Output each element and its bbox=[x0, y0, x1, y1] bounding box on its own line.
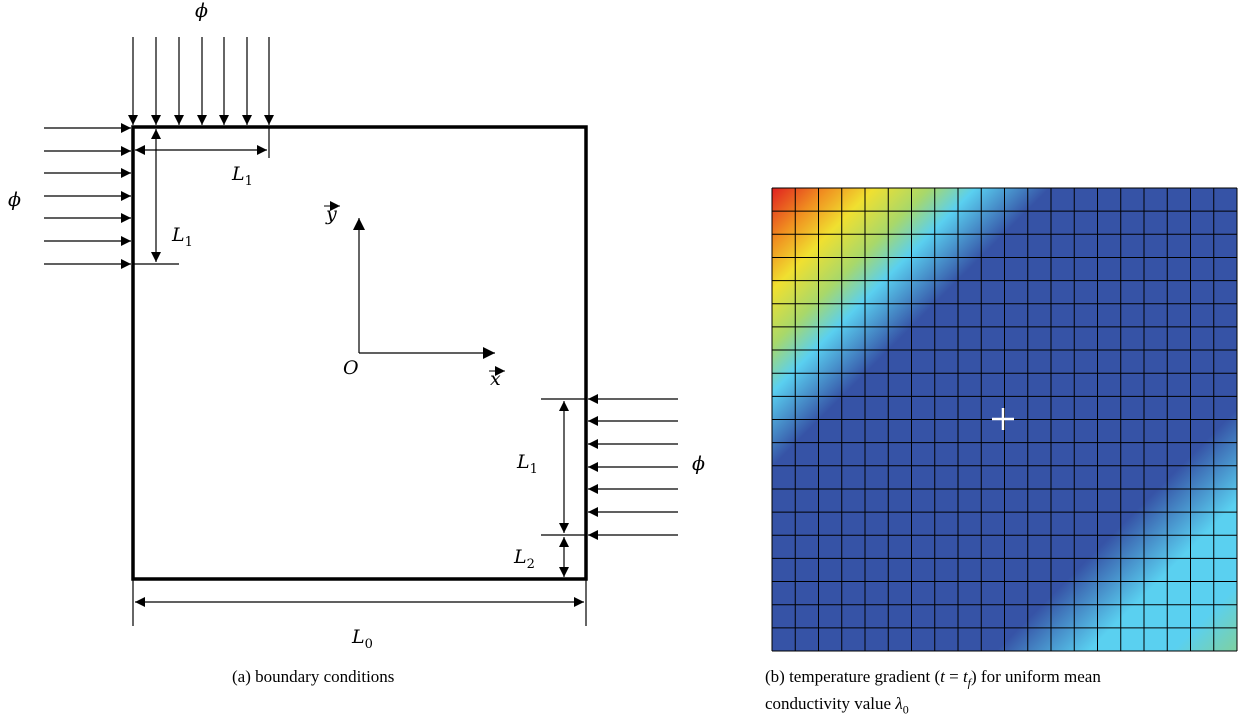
svg-text:x: x bbox=[490, 368, 501, 390]
top-flux-arrows bbox=[128, 37, 274, 125]
label-L1-left: L1 bbox=[171, 224, 193, 250]
caption-a: (a) boundary conditions bbox=[232, 667, 395, 686]
dimension-L0 bbox=[132, 579, 587, 626]
flux-label-right: ϕ bbox=[692, 453, 705, 475]
label-L0: L0 bbox=[351, 626, 373, 652]
panel-a-boundary-conditions: ϕ ϕ L1 L1 O x bbox=[8, 0, 705, 652]
figure-canvas: ϕ ϕ L1 L1 O x bbox=[8, 0, 1238, 652]
right-flux-arrows bbox=[588, 394, 678, 540]
domain-square bbox=[131, 125, 588, 581]
center-marker bbox=[992, 408, 1014, 430]
caption-b: (b) temperature gradient (t = tf) for un… bbox=[765, 667, 1101, 717]
coordinate-axes bbox=[353, 218, 495, 359]
left-flux-arrows bbox=[44, 123, 131, 269]
x-axis-label: x bbox=[489, 366, 505, 390]
dimension-L1-top bbox=[135, 127, 270, 158]
label-L1-top: L1 bbox=[231, 163, 253, 189]
y-axis-label: y bbox=[324, 201, 340, 225]
label-L2-right: L2 bbox=[513, 546, 535, 572]
origin-label: O bbox=[343, 357, 359, 379]
mesh-grid bbox=[771, 187, 1238, 652]
dimension-L1-left bbox=[133, 129, 179, 265]
flux-label-left: ϕ bbox=[8, 189, 21, 211]
flux-label-top: ϕ bbox=[195, 0, 208, 22]
label-L1-right: L1 bbox=[516, 451, 538, 477]
dimension-L1-right bbox=[541, 398, 586, 536]
panel-b-temperature-map bbox=[771, 187, 1238, 652]
